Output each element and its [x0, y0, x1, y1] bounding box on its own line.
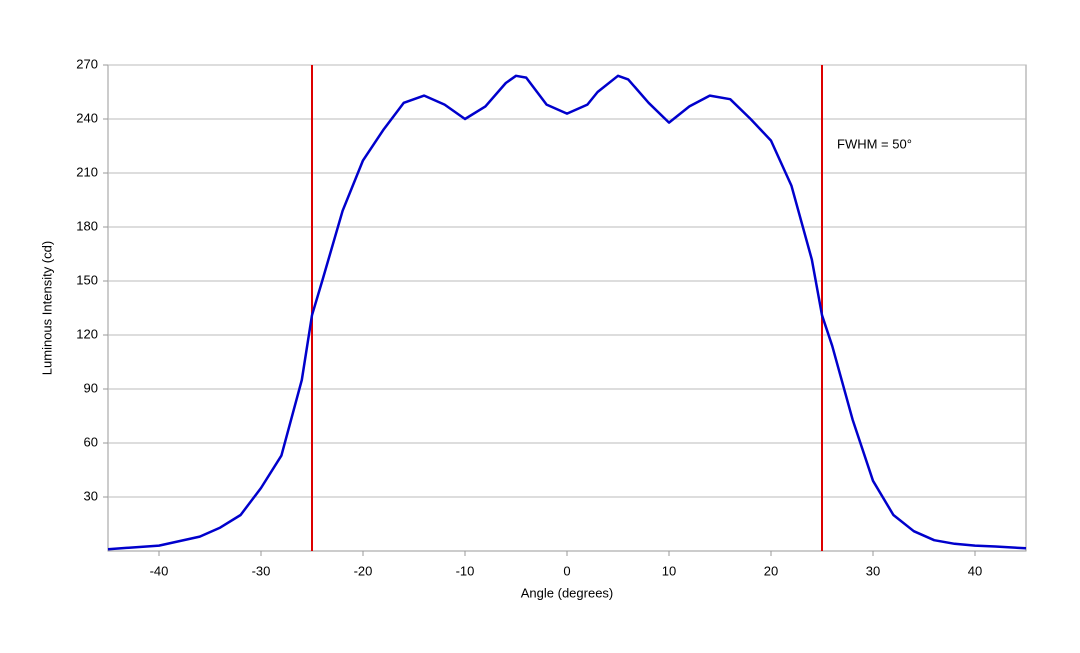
- y-tick-label: 150: [76, 272, 98, 287]
- y-tick-label: 210: [76, 164, 98, 179]
- y-tick-label: 30: [84, 488, 98, 503]
- y-tick-label: 60: [84, 434, 98, 449]
- x-tick-label: -40: [150, 563, 169, 578]
- y-tick-label: 270: [76, 56, 98, 71]
- y-tick-label: 180: [76, 218, 98, 233]
- x-tick-label: -10: [456, 563, 475, 578]
- x-tick-label: -20: [354, 563, 373, 578]
- y-tick-label: 120: [76, 326, 98, 341]
- x-axis-title: Angle (degrees): [521, 585, 614, 600]
- x-tick-label: 10: [662, 563, 676, 578]
- line: [107, 74, 1027, 551]
- y-tick-label: 240: [76, 110, 98, 125]
- annotation: FWHM = 50°: [837, 136, 912, 151]
- y-axis-title: Luminous Intensity (cd): [39, 241, 54, 375]
- y-tick-label: 90: [84, 380, 98, 395]
- x-tick-label: 30: [866, 563, 880, 578]
- x-tick-label: 40: [968, 563, 982, 578]
- x-tick-label: 0: [563, 563, 570, 578]
- x-tick-label: 20: [764, 563, 778, 578]
- x-tick-label: -30: [252, 563, 271, 578]
